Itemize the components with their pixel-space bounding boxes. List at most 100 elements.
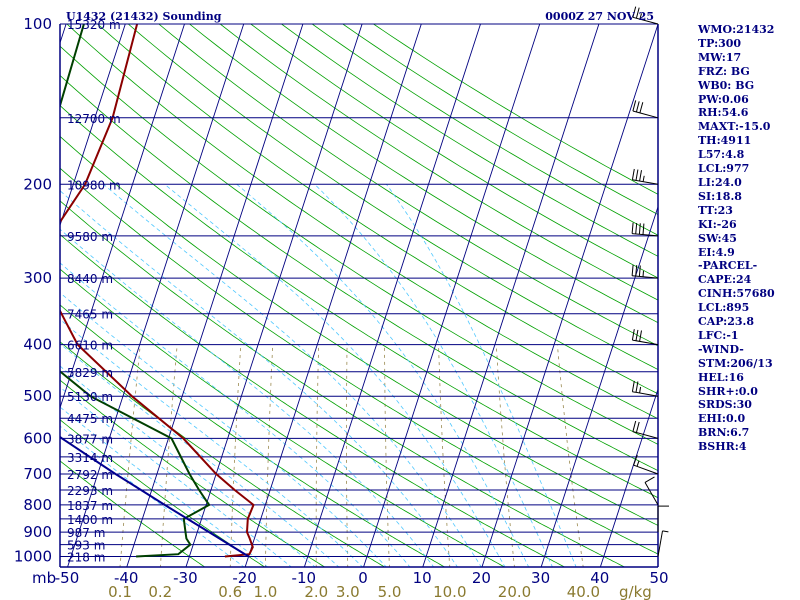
height-label: 1837 m (67, 499, 113, 513)
dewpoint-line (60, 24, 211, 558)
wind-barb-flag (636, 460, 640, 467)
dry-adiabat (60, 200, 626, 567)
wind-barb-flag (631, 329, 635, 341)
isotherm (540, 205, 658, 567)
temperature-tick: 30 (531, 569, 550, 587)
isotherm (67, 24, 245, 567)
height-label: 1400 m (67, 513, 113, 527)
index-item: SHR+:0.0 (698, 384, 758, 398)
parcel-line (60, 435, 250, 558)
index-item: RH:54.6 (698, 106, 749, 120)
dry-adiabat (60, 74, 658, 472)
dry-adiabat (60, 304, 446, 567)
pressure-label: 900 (23, 523, 52, 541)
temperature-tick: 40 (590, 569, 609, 587)
isotherm (422, 24, 600, 567)
moist-adiabat (314, 184, 553, 567)
moist-adiabat (60, 262, 411, 567)
temperature-tick: -40 (114, 569, 139, 587)
mixing-ratio-tick: 0.6 (218, 583, 242, 600)
height-label: 7465 m (67, 308, 113, 322)
height-label: 12700 m (67, 112, 121, 126)
temperature-tick: -50 (55, 569, 80, 587)
isotherm (303, 24, 481, 567)
mixing-ratio-tick: 20.0 (498, 583, 531, 600)
index-item: SW:45 (698, 231, 737, 245)
index-item: EI:4.9 (698, 245, 735, 259)
index-item: TT:23 (698, 203, 733, 217)
dry-adiabat (281, 24, 658, 257)
wind-barb-flag (644, 476, 655, 483)
height-label: 3314 m (67, 451, 113, 465)
isotherm (481, 24, 658, 567)
wind-barb-flag (631, 222, 634, 234)
wind-barb-flag (642, 175, 645, 182)
wind-barb (632, 275, 659, 279)
dry-adiabat (158, 24, 658, 347)
isotherm (363, 24, 541, 567)
height-label: 2293 m (67, 484, 113, 498)
dry-adiabat (97, 24, 658, 395)
wind-barb-flag (639, 386, 642, 394)
moist-adiabat (164, 183, 506, 567)
mixing-ratio-line (495, 344, 515, 567)
height-label: 8440 m (67, 272, 113, 286)
wind-barb-flag (635, 101, 640, 113)
height-label: 15320 m (67, 18, 121, 32)
dry-adiabat (66, 24, 658, 420)
dry-adiabat (127, 24, 658, 370)
index-item: PW:0.06 (698, 92, 749, 106)
wind-barb (632, 233, 659, 237)
mixing-ratio-line (438, 344, 451, 567)
wind-barb-flag (638, 265, 641, 277)
height-label: 6610 m (67, 339, 113, 353)
dry-adiabat (60, 268, 506, 567)
mixing-ratio-line (265, 344, 274, 567)
wind-barb (632, 391, 659, 397)
height-label: 987 m (67, 526, 105, 540)
moist-adiabat (60, 292, 387, 567)
index-item: -PARCEL- (698, 259, 758, 273)
isotherm (0, 24, 7, 568)
moist-adiabat (60, 406, 269, 567)
sounding-profiles (60, 24, 255, 558)
moist-adiabat (60, 190, 459, 567)
wind-barb-flag (632, 420, 637, 432)
moist-adiabat (103, 183, 482, 567)
index-item: LFC:-1 (698, 328, 739, 342)
moist-adiabat (236, 183, 530, 567)
wind-barb (633, 464, 659, 475)
index-item: LCL:895 (698, 301, 750, 315)
wind-barb-flag (635, 7, 640, 19)
wind-barb-flag (635, 222, 638, 235)
wind-barb (644, 482, 659, 506)
stability-indices: WMO:21432 TP:300 MW:17 FRZ: BG WB0: BG PW:0.0… (698, 23, 798, 454)
isotherm (60, 24, 126, 227)
height-label: 3877 m (67, 432, 113, 446)
temperature-tick: 20 (472, 569, 491, 587)
pressure-label: 500 (23, 387, 52, 405)
wind-barb-flag (631, 264, 634, 276)
moist-adiabat (60, 386, 292, 567)
wind-barb-flag (631, 168, 635, 180)
index-item: FRZ: BG (698, 64, 750, 78)
index-item: WMO:21432 (698, 23, 775, 36)
wind-barb (632, 16, 659, 25)
mixing-ratio-line (229, 344, 242, 567)
moist-adiabat (60, 228, 435, 567)
wind-barb (632, 110, 659, 119)
wind-barb-flag (633, 454, 638, 466)
temperature-tick: -30 (173, 569, 198, 587)
index-item: BSHR:4 (698, 440, 747, 454)
wind-barb-flag (639, 170, 642, 182)
mixing-ratio-tick: 5.0 (378, 583, 402, 600)
isotherm (599, 387, 658, 567)
wind-barb (632, 431, 659, 439)
pressure-label: 100 (23, 15, 52, 33)
wind-barb-flag (638, 223, 641, 235)
height-label: 9580 m (67, 230, 113, 244)
temperature-tick: -10 (292, 569, 317, 587)
pressure-label: 1000 (14, 548, 52, 566)
height-label: 10980 m (67, 178, 121, 192)
background-lines (0, 24, 658, 568)
